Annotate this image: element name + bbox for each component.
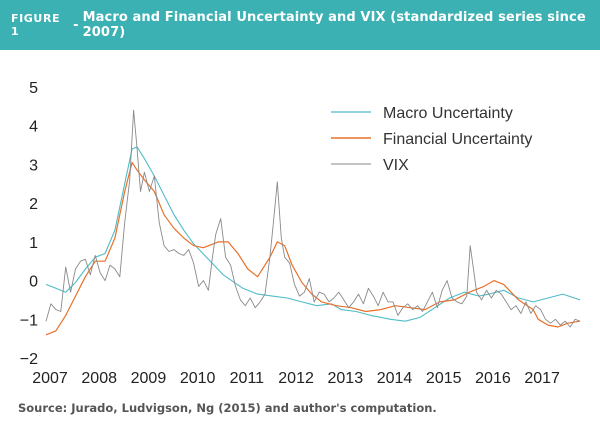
x-axis: 2007 2008 2009 2010 2011 2012 2013 2014 2015 2016… bbox=[32, 370, 560, 387]
x-tick-label: 2009 bbox=[131, 370, 167, 387]
y-axis: −2 −1 0 1 2 3 4 5 bbox=[20, 80, 38, 368]
y-tick-label: 5 bbox=[29, 80, 38, 97]
x-tick-label: 2011 bbox=[230, 370, 265, 387]
y-tick-label: 4 bbox=[29, 119, 38, 136]
x-tick-label: 2007 bbox=[32, 370, 68, 387]
x-tick-label: 2012 bbox=[278, 370, 314, 387]
x-tick-label: 2013 bbox=[328, 370, 364, 387]
y-tick-label: 0 bbox=[29, 274, 38, 291]
x-tick-label: 2008 bbox=[81, 370, 117, 387]
title-separator: - bbox=[73, 17, 79, 33]
legend-label: Financial Uncertainty bbox=[383, 131, 532, 148]
y-tick-label: 1 bbox=[29, 235, 38, 252]
series-line-financial-uncertainty bbox=[45, 161, 581, 336]
x-tick-label: 2015 bbox=[426, 370, 462, 387]
legend-label: Macro Uncertainty bbox=[383, 105, 513, 122]
x-tick-label: 2017 bbox=[524, 370, 560, 387]
figure-label: FIGURE 1 bbox=[11, 12, 61, 38]
figure-title: Macro and Financial Uncertainty and VIX … bbox=[82, 10, 586, 40]
series-lines bbox=[45, 109, 581, 336]
chart-legend: Macro Uncertainty Financial Uncertainty VI… bbox=[331, 105, 532, 174]
y-tick-label: 3 bbox=[29, 157, 38, 174]
y-tick-label: 2 bbox=[29, 196, 38, 213]
y-tick-label: −2 bbox=[20, 351, 38, 368]
series-line-vix bbox=[45, 109, 581, 328]
x-tick-label: 2016 bbox=[475, 370, 511, 387]
source-note: Source: Jurado, Ludvigson, Ng (2015) and… bbox=[18, 401, 437, 415]
x-tick-label: 2010 bbox=[180, 370, 216, 387]
figure-title-bar: FIGURE 1 - Macro and Financial Uncertain… bbox=[0, 0, 600, 50]
y-tick-label: −1 bbox=[20, 312, 38, 329]
legend-label: VIX bbox=[383, 157, 409, 174]
x-tick-label: 2014 bbox=[377, 370, 413, 387]
